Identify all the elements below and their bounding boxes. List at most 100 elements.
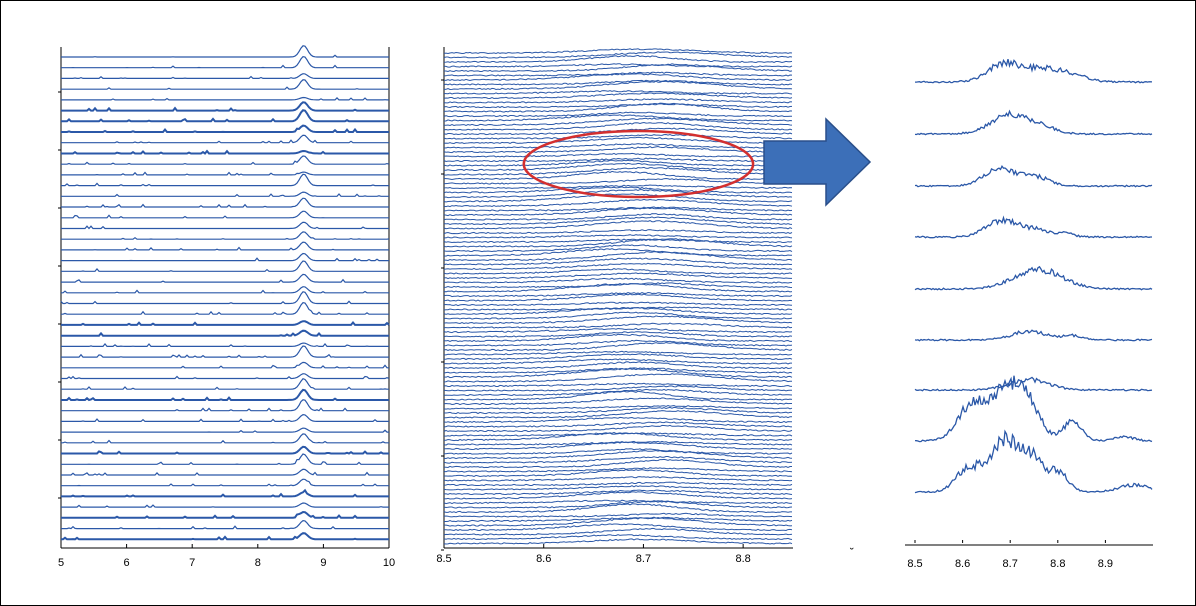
mid-trace	[443, 98, 793, 104]
mid-trace	[443, 353, 793, 361]
mid-trace	[443, 406, 792, 415]
left-trace	[61, 197, 389, 208]
left-trace	[61, 273, 389, 283]
mid-trace	[443, 481, 793, 487]
mid-trace	[443, 234, 793, 239]
right-trace	[914, 429, 1153, 494]
left-trace	[61, 502, 389, 508]
left-trace	[61, 478, 389, 487]
mid-trace	[443, 397, 792, 406]
mid-trace	[443, 512, 793, 518]
mid-trace	[443, 538, 793, 545]
left-x-tick-label: 5	[58, 557, 64, 569]
mid-trace	[443, 390, 793, 401]
left-trace	[61, 342, 389, 347]
mid-trace	[443, 410, 793, 419]
right-x-tick-label: 8.7	[1003, 558, 1018, 570]
left-trace	[61, 191, 389, 197]
right-trace	[914, 376, 1153, 392]
mid-trace	[443, 213, 793, 221]
mid-trace	[443, 301, 793, 307]
mid-trace	[443, 476, 793, 482]
left-trace	[61, 149, 389, 155]
left-trace	[61, 221, 389, 230]
mid-trace	[443, 145, 793, 154]
mid-trace	[443, 272, 792, 280]
left-trace	[61, 488, 389, 498]
right-x-tick-label: 8.6	[955, 558, 970, 570]
right-trace	[915, 58, 1153, 84]
mid-trace	[443, 503, 792, 514]
mid-trace	[443, 207, 793, 217]
mid-trace	[443, 206, 793, 212]
mid-trace	[443, 143, 793, 149]
left-trace	[60, 291, 389, 305]
right-trace	[914, 215, 1152, 239]
left-trace	[61, 231, 390, 240]
left-trace	[61, 413, 389, 423]
left-trace	[61, 433, 389, 444]
mid-trace	[443, 189, 793, 199]
mid-trace	[443, 282, 793, 289]
mid-trace	[444, 448, 793, 455]
left-trace	[61, 377, 389, 390]
zoom-arrow	[763, 117, 872, 207]
mid-trace	[443, 277, 793, 284]
mid-trace	[443, 133, 793, 140]
mid-trace	[443, 339, 793, 347]
mid-trace	[443, 186, 793, 194]
mid-trace	[444, 350, 793, 356]
mid-trace	[443, 238, 793, 244]
left-trace	[61, 301, 389, 315]
mid-trace	[443, 248, 793, 257]
mid-trace	[443, 282, 793, 293]
left-x-tick-label: 7	[189, 557, 195, 569]
mid-trace	[443, 458, 792, 469]
mid-trace	[443, 416, 792, 424]
mid-trace	[443, 71, 793, 77]
left-trace	[61, 124, 389, 133]
mid-trace	[444, 63, 793, 73]
mid-trace	[443, 63, 793, 68]
mid-trace	[443, 152, 793, 158]
left-trace	[61, 532, 389, 541]
left-trace	[61, 55, 389, 69]
mid-trace	[443, 162, 793, 172]
mid-trace	[443, 293, 793, 302]
left-trace	[61, 96, 389, 101]
mid-trace	[443, 421, 793, 428]
mid-x-tick-label: 8.8	[735, 553, 750, 565]
left-trace	[61, 399, 389, 412]
left-trace	[61, 45, 389, 58]
mid-trace	[443, 103, 793, 109]
left-trace	[61, 134, 389, 144]
right-trace	[914, 265, 1153, 291]
left-x-tick-label: 10	[383, 557, 395, 569]
left-trace	[61, 79, 389, 90]
mid-trace	[443, 238, 793, 248]
right-trace	[914, 329, 1153, 342]
left-trace	[61, 286, 389, 294]
mid-trace	[444, 322, 793, 329]
mid-trace	[443, 404, 793, 410]
mid-trace	[443, 198, 793, 208]
mid-trace	[443, 358, 792, 365]
mid-trace	[444, 117, 793, 127]
left-trace	[61, 427, 389, 433]
right-x-tick-label: 8.5	[907, 558, 922, 570]
left-x-tick-label: 6	[124, 557, 130, 569]
left-trace	[61, 241, 389, 251]
mid-trace	[443, 485, 793, 491]
panel-middle-traces: 8.5 8.6 8.7 8.8	[436, 47, 793, 565]
mid-trace	[443, 431, 793, 442]
mid-trace	[443, 291, 793, 298]
mid-trace	[443, 73, 793, 82]
mid-trace	[444, 441, 793, 451]
left-trace	[61, 210, 389, 219]
mid-trace	[444, 251, 793, 262]
annotations: ˘	[763, 117, 872, 559]
left-trace	[60, 252, 389, 262]
mid-trace	[443, 157, 792, 163]
mid-trace	[443, 534, 793, 541]
